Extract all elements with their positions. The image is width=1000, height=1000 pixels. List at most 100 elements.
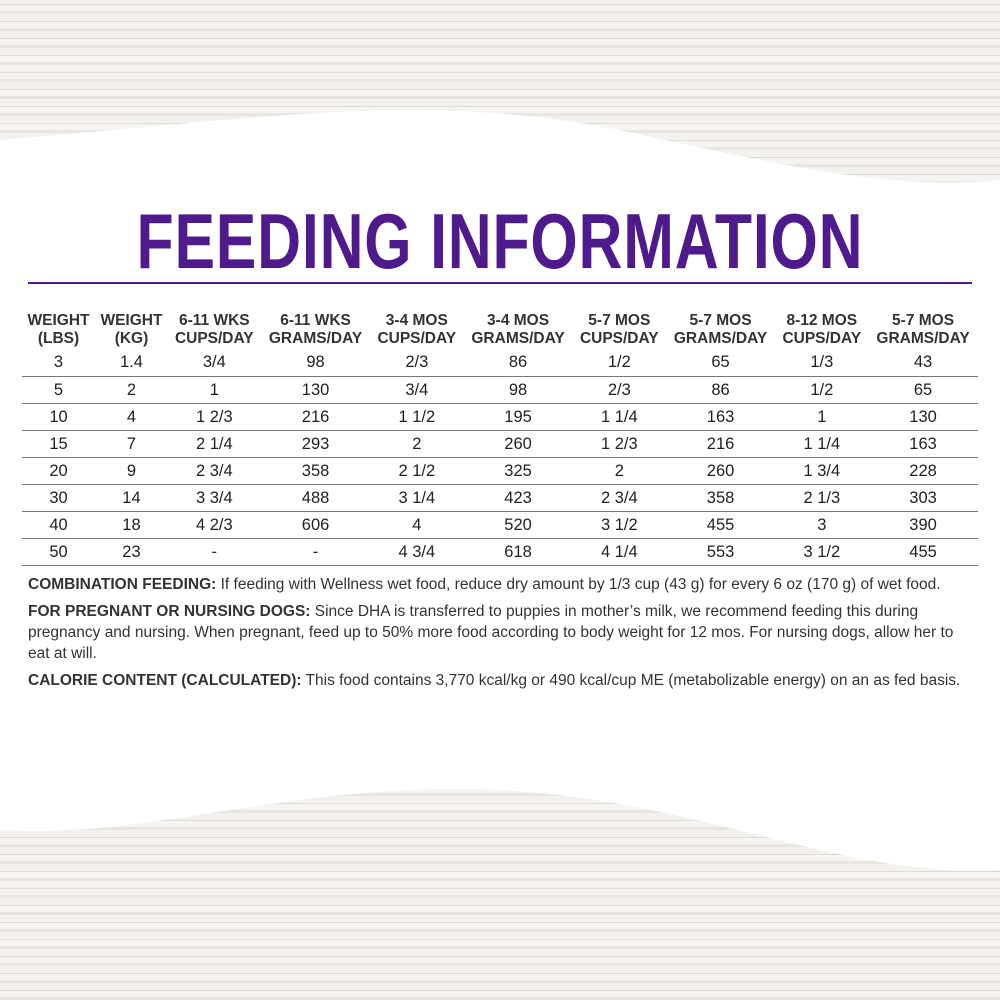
column-header-line: (LBS)	[37, 330, 80, 347]
table-cell: 43	[868, 348, 978, 377]
table-cell: 228	[868, 457, 978, 485]
column-header: 6-11 WKS GRAMS/DAY	[261, 312, 371, 348]
table-cell: 325	[463, 457, 573, 485]
table-cell: 2 3/4	[572, 484, 666, 512]
table-cell: 618	[463, 538, 573, 566]
table-cell: 1 3/4	[775, 457, 869, 485]
table-row: 50 23- -4 3/4 618 4 1/4 553 3 1/2 455	[22, 538, 978, 566]
table-cell: 50	[22, 538, 95, 566]
column-header-line: 6-11 WKS	[178, 312, 250, 329]
table-cell: 98	[260, 348, 371, 377]
table-cell: 2/3	[370, 348, 464, 377]
table-row: 3 1.4 3/4 98 2/3 86 1/2 65 1/3 43	[22, 348, 978, 377]
column-header-line: CUPS/DAY	[579, 330, 659, 347]
table-cell: 98	[463, 376, 573, 404]
table-cell: 358	[665, 484, 776, 512]
table-cell: 5	[22, 376, 95, 404]
table-cell: 86	[463, 348, 573, 377]
column-header: 5-7 MOS GRAMS/DAY	[666, 312, 776, 348]
table-cell: 2/3	[572, 376, 666, 404]
feeding-table: WEIGHT (LBS) WEIGHT (KG) 6-11 WKS CUPS/DAY 6-1…	[22, 312, 978, 566]
table-cell: 14	[94, 484, 168, 512]
column-header: WEIGHT (KG)	[95, 312, 168, 348]
table-cell: 1 1/4	[572, 403, 666, 431]
column-header-line: 3-4 MOS	[385, 312, 448, 329]
table-cell: 10	[22, 403, 95, 431]
table-cell: 4	[94, 403, 168, 431]
table-cell: 1 1/2	[370, 403, 464, 431]
column-header-line: 5-7 MOS	[588, 312, 651, 329]
table-cell: 2	[572, 457, 666, 485]
table-cell: 163	[665, 403, 776, 431]
table-cell: 30	[22, 484, 95, 512]
table-cell: 1/3	[775, 348, 869, 377]
column-header-line: (KG)	[114, 330, 149, 347]
note-label: COMBINATION FEEDING:	[28, 576, 217, 593]
column-header-line: GRAMS/DAY	[876, 330, 970, 347]
table-cell: 216	[665, 430, 776, 458]
table-row: 5 2 1 130 3/4 98 2/3 86 1/2 65	[22, 376, 978, 404]
table-cell: 3	[775, 511, 869, 539]
table-cell: 163	[868, 430, 978, 458]
column-header-line: GRAMS/DAY	[673, 330, 768, 347]
column-header-line: WEIGHT	[27, 312, 90, 329]
table-cell: 130	[260, 376, 371, 404]
feeding-notes: COMBINATION FEEDING: If feeding with Wel…	[28, 574, 963, 697]
table-row: 20 9 2 3/4 358 2 1/2 325 2 260 1 3/4 228	[22, 457, 978, 485]
note-text: Since DHA is transferred to puppies in m…	[28, 603, 954, 662]
page-title: FEEDING INFORMATION	[136, 197, 864, 285]
column-header-line: 5-7 MOS	[689, 312, 752, 329]
table-cell: 65	[868, 376, 978, 404]
table-cell: 1	[167, 376, 261, 404]
note-text: This food contains 3,770 kcal/kg or 490 …	[301, 672, 961, 689]
table-cell: 358	[260, 457, 371, 485]
table-cell: 390	[868, 511, 978, 539]
table-cell: 86	[665, 376, 776, 404]
column-header-line: GRAMS/DAY	[471, 330, 565, 347]
table-cell: 260	[665, 457, 776, 485]
table-cell: 2	[94, 376, 168, 404]
column-header: 3-4 MOS GRAMS/DAY	[463, 312, 573, 348]
table-row: 30 14 3 3/4 488 3 1/4 423 2 3/4 358 2 1/3 303	[22, 484, 978, 512]
note-paragraph: COMBINATION FEEDING: If feeding with Wel…	[28, 574, 963, 595]
table-cell: 20	[22, 457, 95, 485]
table-cell: 2 1/2	[370, 457, 464, 485]
table-cell: 195	[463, 403, 573, 431]
table-cell: 1 2/3	[167, 403, 261, 431]
column-header-line: WEIGHT	[100, 312, 163, 329]
table-cell: 65	[665, 348, 776, 377]
table-cell: 2	[370, 430, 464, 458]
column-header: 3-4 MOS CUPS/DAY	[370, 312, 463, 348]
table-cell: 40	[22, 511, 95, 539]
table-cell: 303	[868, 484, 978, 512]
table-cell: 4 1/4	[572, 538, 666, 566]
column-header-line: CUPS/DAY	[377, 330, 457, 347]
table-cell: 423	[463, 484, 573, 512]
column-header-line: CUPS/DAY	[174, 330, 254, 347]
table-cell: 293	[260, 430, 371, 458]
column-header: 8-12 MOS CUPS/DAY	[775, 312, 868, 348]
table-cell: 216	[260, 403, 371, 431]
table-cell: 1/2	[775, 376, 869, 404]
column-header: WEIGHT (LBS)	[22, 312, 95, 348]
table-cell: 2 3/4	[167, 457, 261, 485]
table-cell: 3 3/4	[167, 484, 261, 512]
note-text: If feeding with Wellness wet food, reduc…	[216, 576, 941, 593]
table-cell: 4 3/4	[370, 538, 464, 566]
table-cell: 455	[665, 511, 776, 539]
table-cell: 3 1/2	[572, 511, 666, 539]
table-cell: 2 1/4	[167, 430, 261, 458]
column-header: 5-7 MOS GRAMS/DAY	[868, 312, 978, 348]
column-header: 5-7 MOS CUPS/DAY	[573, 312, 666, 348]
table-row: 40 18 4 2/3 606 4 520 3 1/2 455 3 390	[22, 511, 978, 539]
table-cell: 553	[665, 538, 776, 566]
table-cell: 9	[94, 457, 168, 485]
table-cell: 1 2/3	[572, 430, 666, 458]
column-header: 6-11 WKS CUPS/DAY	[168, 312, 261, 348]
column-header-line: 6-11 WKS	[280, 312, 351, 329]
table-cell: 488	[260, 484, 371, 512]
table-cell: 260	[463, 430, 573, 458]
note-paragraph: FOR PREGNANT OR NURSING DOGS: Since DHA …	[28, 601, 963, 664]
table-cell: 3/4	[370, 376, 464, 404]
table-cell: 3	[22, 348, 95, 377]
